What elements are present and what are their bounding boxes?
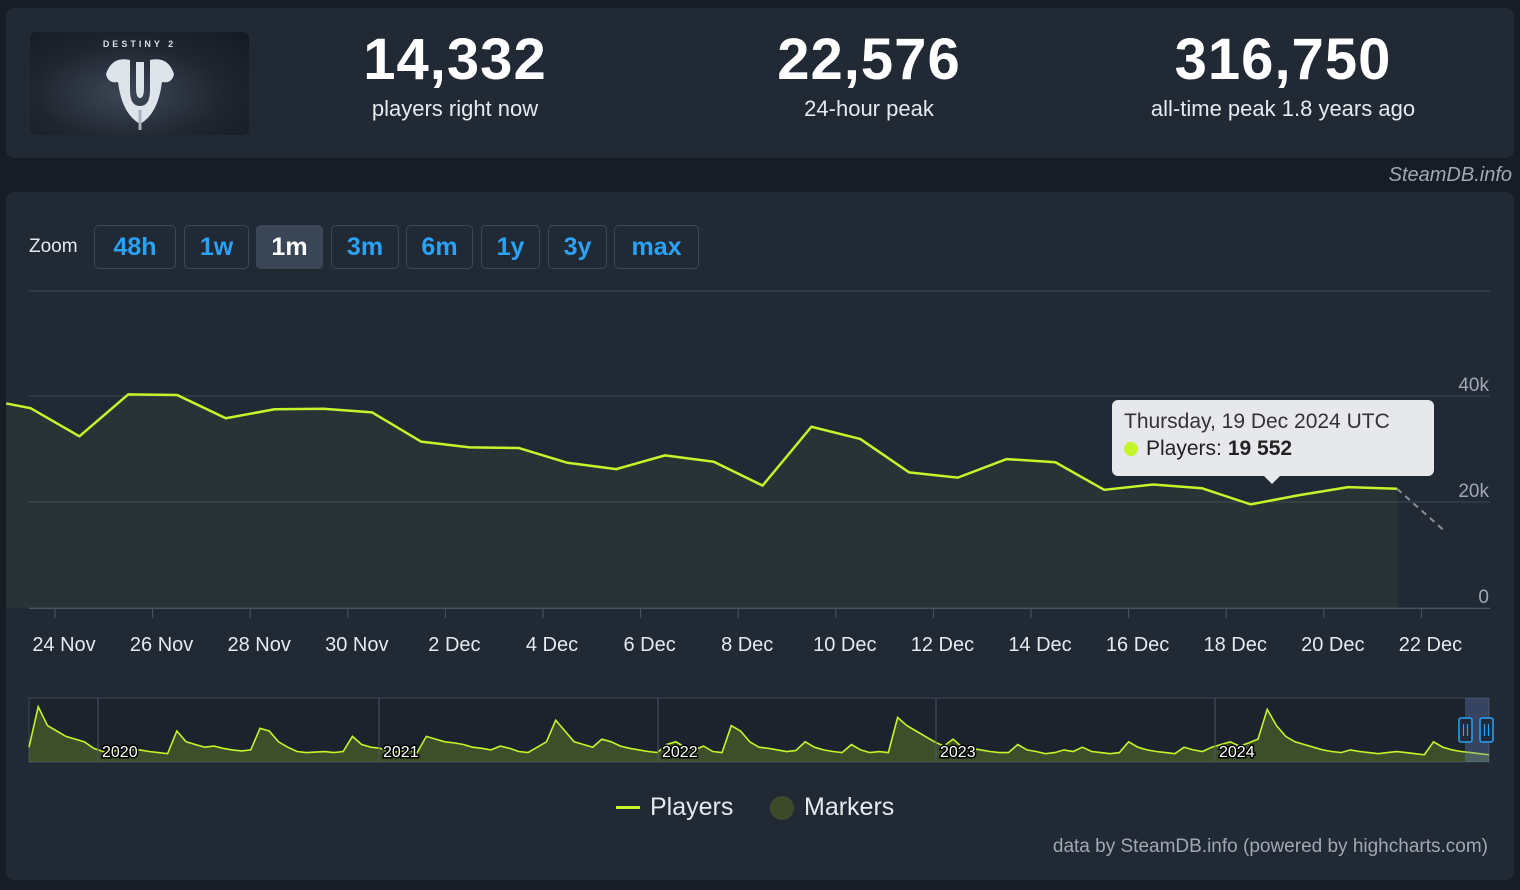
players-line-current [1396, 488, 1447, 533]
x-tick-label: 28 Nov [228, 634, 291, 656]
navigator-year-label: 2020 [102, 744, 138, 761]
legend-markers-label: Markers [804, 793, 895, 821]
zoom-3y-button[interactable]: 3y [548, 225, 607, 269]
x-tick-label: 16 Dec [1106, 634, 1169, 656]
legend-players[interactable]: Players [616, 793, 733, 822]
zoom-max-button[interactable]: max [614, 225, 699, 269]
zoom-1m-button[interactable]: 1m [256, 225, 323, 269]
highcharts-credit[interactable]: data by SteamDB.info (powered by highcha… [1052, 836, 1488, 857]
zoom-1y-button[interactable]: 1y [481, 225, 540, 269]
y-tick-label: 20k [1458, 481, 1489, 502]
y-tick-label: 0 [1478, 587, 1489, 608]
x-tick-label: 26 Nov [130, 634, 193, 656]
game-logo[interactable]: DESTINY 2 [30, 32, 249, 135]
players-area [6, 394, 1398, 608]
steamdb-credit[interactable]: SteamDB.info [1388, 164, 1512, 186]
navigator-year-label: 2022 [662, 744, 698, 761]
x-tick-label: 12 Dec [911, 634, 974, 656]
players-line [5, 393, 1398, 506]
y-tick-label: 40k [1458, 375, 1489, 396]
zoom-3m-button[interactable]: 3m [331, 225, 399, 269]
current-players-stat: 14,332 players right now [275, 30, 635, 122]
peak-24h-label: 24-hour peak [804, 96, 934, 121]
current-players-value: 14,332 [363, 27, 547, 92]
legend-markers[interactable]: Markers [770, 793, 894, 822]
x-tick-label: 30 Nov [325, 634, 388, 656]
peak-24h-value: 22,576 [777, 27, 961, 92]
x-tick-label: 22 Dec [1399, 634, 1462, 656]
x-tick-label: 24 Nov [32, 634, 95, 656]
line-swatch-icon [616, 806, 640, 809]
navigator-year-label: 2024 [1219, 744, 1255, 761]
tooltip-date: Thursday, 19 Dec 2024 UTC [1124, 410, 1390, 433]
navigator-line [28, 704, 1490, 756]
zoom-1w-button[interactable]: 1w [184, 225, 249, 269]
peak-24h-stat: 22,576 24-hour peak [689, 30, 1049, 122]
circle-swatch-icon [770, 795, 794, 820]
zoom-label: Zoom [29, 236, 78, 257]
legend-players-label: Players [650, 793, 734, 821]
series-dot-icon [1124, 442, 1138, 456]
tooltip-row: Players: 19 552 [1124, 437, 1422, 461]
x-tick-label: 2 Dec [428, 634, 480, 656]
zoom-48h-button[interactable]: 48h [94, 225, 176, 269]
chart-panel [6, 192, 1514, 880]
all-time-peak-stat: 316,750 all-time peak 1.8 years ago [1103, 30, 1463, 122]
navigator-year-label: 2021 [383, 744, 419, 761]
x-tick-label: 18 Dec [1204, 634, 1267, 656]
navigator-year-label: 2023 [940, 744, 976, 761]
x-tick-label: 8 Dec [721, 634, 773, 656]
x-tick-label: 20 Dec [1301, 634, 1364, 656]
destiny-emblem-icon [106, 59, 174, 130]
current-players-label: players right now [371, 96, 539, 121]
tooltip-value: 19 552 [1227, 437, 1293, 460]
tooltip-series-label: Players: [1146, 437, 1222, 460]
zoom-6m-button[interactable]: 6m [406, 225, 473, 269]
chart-tooltip: Thursday, 19 Dec 2024 UTC Players: 19 55… [1112, 400, 1434, 484]
x-tick-label: 6 Dec [623, 634, 675, 656]
navigator-handle [1479, 717, 1494, 743]
x-tick-label: 4 Dec [526, 634, 578, 656]
stats-panel: DESTINY 2 [6, 8, 1514, 158]
x-tick-label: 14 Dec [1008, 634, 1071, 656]
x-tick-label: 10 Dec [813, 634, 876, 656]
all-time-peak-label: all-time peak 1.8 years ago [1150, 96, 1416, 121]
navigator-handle [1458, 717, 1473, 743]
all-time-peak-value: 316,750 [1174, 27, 1392, 92]
game-logo-text: DESTINY 2 [102, 39, 177, 49]
